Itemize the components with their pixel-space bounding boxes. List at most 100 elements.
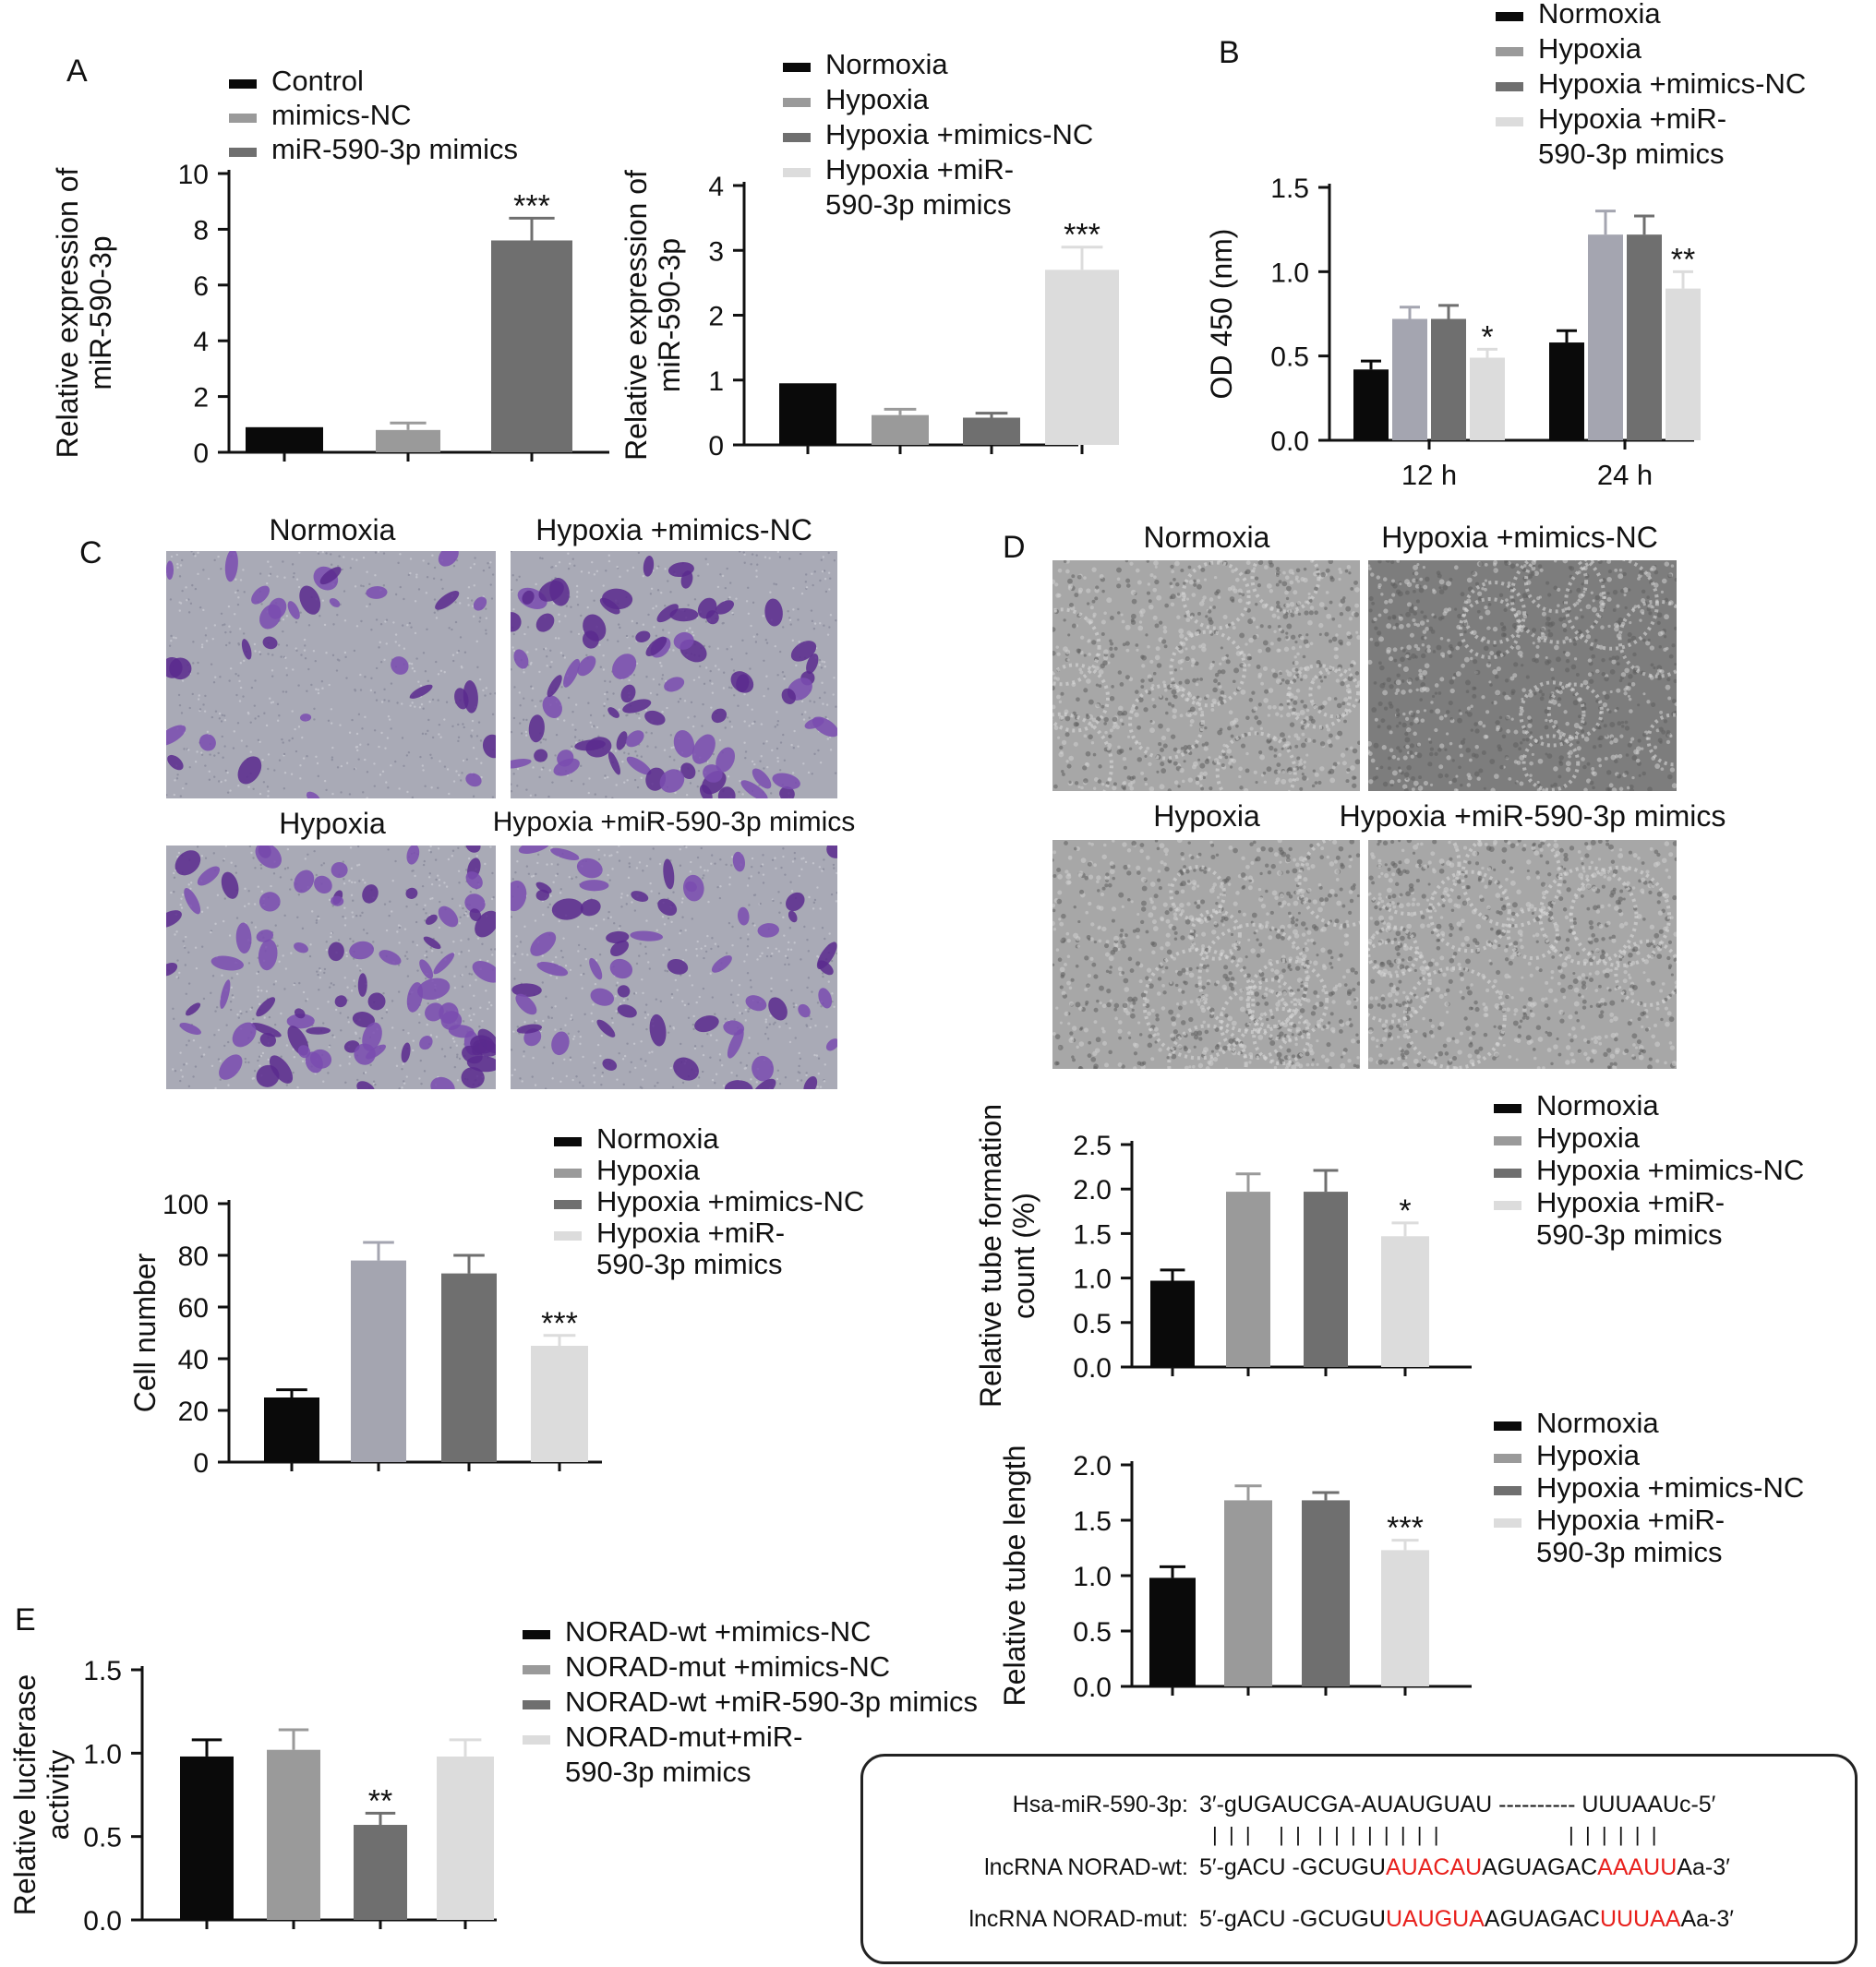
c-legend-swatch — [554, 1137, 582, 1146]
d2-bar-2 — [1302, 1500, 1350, 1686]
d2-ytick-label: 0.5 — [1073, 1617, 1112, 1648]
micrograph-c-hypoxia — [166, 846, 496, 1089]
b-bar-1-0 — [1549, 342, 1584, 440]
b-legend-swatch — [1496, 117, 1523, 126]
c-ytick-label: 40 — [178, 1345, 209, 1375]
a2-bar-3 — [1045, 270, 1119, 445]
c-legend-label: Hypoxia +mimics-NC — [596, 1185, 864, 1217]
e-ylabel: activity — [42, 1750, 75, 1841]
micrograph-c-normoxia — [166, 551, 496, 798]
c-bar-0 — [264, 1397, 319, 1462]
a1-legend-label: mimics-NC — [271, 99, 412, 131]
d2-legend-swatch — [1494, 1518, 1521, 1528]
c-legend-label: Hypoxia +miR- — [596, 1217, 785, 1249]
b-bar-1-3 — [1666, 288, 1701, 440]
d1-significance-3: * — [1399, 1193, 1411, 1229]
micrograph-c-title-hypoxia-mimics-nc: Hypoxia +mimics-NC — [535, 513, 812, 546]
e-bar-3 — [437, 1756, 494, 1920]
a2-bar-2 — [963, 417, 1020, 445]
a1-bar-0 — [246, 426, 323, 452]
a1-legend-swatch — [229, 79, 257, 89]
d2-ytick-label: 1.0 — [1073, 1562, 1112, 1592]
b-ytick-label: 1.0 — [1270, 258, 1309, 288]
e-legend-swatch — [523, 1665, 550, 1674]
b-legend-label: Hypoxia — [1538, 32, 1642, 65]
d1-ylabel: Relative tube formation — [974, 1104, 1007, 1408]
d1-bar-0 — [1150, 1280, 1195, 1367]
d1-ylabel: count (%) — [1007, 1193, 1040, 1319]
b-legend-label: 590-3p mimics — [1538, 138, 1725, 170]
b-category-label: 12 h — [1401, 459, 1457, 491]
c-legend-label: Hypoxia — [596, 1154, 701, 1186]
seq-mir590: 3′-gUGAUCGA-AUAUGUAU ---------- UUUAAUc-… — [1199, 1792, 1716, 1817]
e-bar-1 — [267, 1749, 320, 1920]
panel-label-a: A — [66, 54, 88, 89]
d2-legend-swatch — [1494, 1421, 1521, 1431]
c-legend-label: 590-3p mimics — [596, 1248, 783, 1280]
a2-legend-label: Hypoxia +mimics-NC — [825, 118, 1093, 150]
d1-legend-swatch — [1494, 1169, 1521, 1178]
e-significance-2: ** — [368, 1783, 392, 1818]
a2-ytick-label: 0 — [708, 431, 724, 462]
d1-legend-label: Hypoxia +miR- — [1536, 1186, 1725, 1218]
micrograph-d-hypoxia — [1052, 840, 1360, 1069]
b-legend-swatch — [1496, 82, 1523, 91]
b-ytick-label: 0.5 — [1270, 342, 1309, 373]
a1-legend-label: Control — [271, 65, 364, 97]
micrograph-c-title-normoxia: Normoxia — [269, 513, 396, 546]
panel-label-c: C — [79, 535, 102, 570]
a2-ylabel: miR-590-3p — [653, 238, 686, 392]
b-legend-swatch — [1496, 47, 1523, 56]
c-legend-swatch — [554, 1200, 582, 1209]
c-ytick-label: 80 — [178, 1241, 209, 1272]
a1-bar-2 — [491, 240, 572, 452]
a2-ytick-label: 3 — [708, 236, 724, 267]
c-significance-3: *** — [541, 1306, 578, 1341]
panel-label-b: B — [1219, 35, 1240, 70]
a2-ytick-label: 4 — [708, 172, 724, 202]
d1-legend-label: Normoxia — [1536, 1089, 1659, 1121]
d2-legend-label: Hypoxia — [1536, 1439, 1641, 1471]
seq-norad-wt: 5′-gACU -GCUGUAUACAUAGUAGACAAAUUAa-3′ — [1199, 1854, 1730, 1880]
d2-bar-0 — [1149, 1577, 1196, 1686]
e-bar-2 — [354, 1825, 407, 1920]
micrograph-c-hypoxia-mimics-nc — [511, 551, 837, 798]
a2-legend-label: 590-3p mimics — [825, 188, 1012, 221]
d1-ytick-label: 1.5 — [1073, 1219, 1112, 1250]
b-bar-0-3 — [1470, 357, 1505, 440]
d1-legend-label: Hypoxia +mimics-NC — [1536, 1154, 1804, 1186]
seq-label-norad-mut: lncRNA NORAD-mut: — [968, 1906, 1188, 1932]
c-bar-1 — [351, 1260, 406, 1462]
seq-label-norad-wt: lncRNA NORAD-wt: — [984, 1854, 1188, 1880]
micrograph-d-hypoxia-mir590 — [1368, 840, 1677, 1069]
c-ytick-label: 60 — [178, 1293, 209, 1324]
b-legend-label: Hypoxia +mimics-NC — [1538, 67, 1806, 100]
a2-ytick-label: 2 — [708, 302, 724, 332]
seq-pairing-bars: | | | | | | | | | | | | | | | | | | | — [1212, 1823, 1657, 1846]
d1-ytick-label: 0.5 — [1073, 1309, 1112, 1339]
d2-ytick-label: 2.0 — [1073, 1451, 1112, 1481]
a2-bar-1 — [872, 414, 929, 445]
e-ytick-label: 1.0 — [83, 1739, 122, 1769]
a1-ytick-label: 10 — [178, 160, 209, 190]
d2-bar-3 — [1381, 1550, 1429, 1686]
seq-norad-mut: 5′-gACU -GCUGUUAUGUAAGUAGACUUUAAAa-3′ — [1199, 1906, 1734, 1932]
e-ytick-label: 0.5 — [83, 1823, 122, 1853]
b-ytick-label: 0.0 — [1270, 426, 1309, 457]
d1-ytick-label: 1.0 — [1073, 1265, 1112, 1295]
sequence-alignment-box: Hsa-miR-590-3p: 3′-gUGAUCGA-AUAUGUAU ---… — [860, 1754, 1858, 1964]
c-legend-swatch — [554, 1169, 582, 1178]
d1-ytick-label: 2.5 — [1073, 1131, 1112, 1161]
a2-legend-label: Hypoxia — [825, 83, 930, 115]
a1-ytick-label: 6 — [193, 271, 209, 302]
a1-bar-1 — [376, 429, 440, 452]
c-ytick-label: 20 — [178, 1397, 209, 1427]
d1-legend-label: 590-3p mimics — [1536, 1218, 1723, 1251]
e-ytick-label: 0.0 — [83, 1906, 122, 1937]
a1-ylabel: Relative expression of — [51, 167, 84, 458]
b-legend-swatch — [1496, 12, 1523, 21]
micrograph-c-hypoxia-mir590 — [511, 846, 837, 1089]
c-ytick-label: 100 — [162, 1190, 209, 1220]
a2-significance-3: *** — [1064, 218, 1100, 253]
